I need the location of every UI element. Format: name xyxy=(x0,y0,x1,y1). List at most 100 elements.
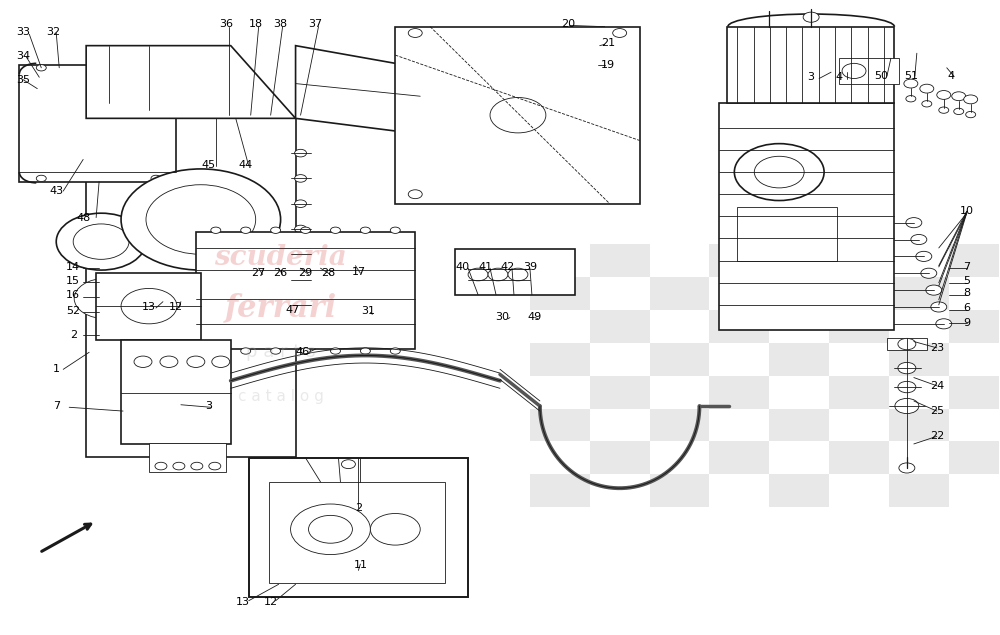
Circle shape xyxy=(341,460,355,469)
Circle shape xyxy=(295,149,307,157)
Text: 7: 7 xyxy=(53,401,60,411)
Text: 50: 50 xyxy=(874,71,888,81)
Text: 16: 16 xyxy=(66,290,80,300)
Text: 45: 45 xyxy=(202,159,216,170)
Circle shape xyxy=(939,107,949,113)
Circle shape xyxy=(952,92,966,101)
Polygon shape xyxy=(121,340,231,444)
Circle shape xyxy=(295,200,307,208)
Circle shape xyxy=(408,190,422,199)
Bar xyxy=(650,408,709,441)
Circle shape xyxy=(390,348,400,354)
Circle shape xyxy=(911,234,927,244)
Circle shape xyxy=(803,12,819,22)
Circle shape xyxy=(295,250,307,258)
Circle shape xyxy=(211,348,221,354)
Bar xyxy=(889,408,949,441)
Circle shape xyxy=(906,218,922,228)
Text: p a r t s: p a r t s xyxy=(246,344,315,361)
Circle shape xyxy=(191,462,203,470)
Circle shape xyxy=(916,251,932,262)
Circle shape xyxy=(613,29,627,37)
Polygon shape xyxy=(455,249,575,295)
Polygon shape xyxy=(727,27,894,102)
Circle shape xyxy=(904,79,918,88)
Bar xyxy=(769,408,829,441)
Text: 6: 6 xyxy=(963,303,970,313)
Circle shape xyxy=(134,356,152,368)
Circle shape xyxy=(295,301,307,309)
Text: 2: 2 xyxy=(355,504,362,514)
Text: 3: 3 xyxy=(808,72,815,83)
Bar xyxy=(889,343,949,376)
Bar xyxy=(530,474,590,507)
Text: 24: 24 xyxy=(930,381,944,391)
Polygon shape xyxy=(86,118,296,457)
Text: 49: 49 xyxy=(528,312,542,323)
Text: 9: 9 xyxy=(963,318,970,328)
Text: 20: 20 xyxy=(561,18,575,29)
Circle shape xyxy=(74,278,138,319)
Bar xyxy=(829,441,889,474)
Circle shape xyxy=(899,463,915,473)
Bar xyxy=(829,376,889,408)
Circle shape xyxy=(291,504,370,554)
Bar xyxy=(650,277,709,310)
Polygon shape xyxy=(196,232,415,349)
Bar xyxy=(949,376,1000,408)
Polygon shape xyxy=(149,443,226,472)
Text: 34: 34 xyxy=(16,51,30,61)
Text: 33: 33 xyxy=(16,27,30,37)
Bar xyxy=(769,277,829,310)
Text: c a t a l o g: c a t a l o g xyxy=(238,389,324,404)
Circle shape xyxy=(295,225,307,233)
Bar xyxy=(737,207,837,260)
Bar xyxy=(709,441,769,474)
Text: 2: 2 xyxy=(70,330,77,340)
Text: 51: 51 xyxy=(904,71,918,81)
Text: 4: 4 xyxy=(835,72,843,83)
Text: 29: 29 xyxy=(298,268,313,278)
Circle shape xyxy=(922,101,932,107)
Text: 40: 40 xyxy=(455,262,469,272)
Bar xyxy=(889,277,949,310)
Circle shape xyxy=(921,268,937,278)
Circle shape xyxy=(936,319,952,329)
Circle shape xyxy=(408,29,422,37)
Polygon shape xyxy=(887,338,927,351)
Bar xyxy=(590,376,650,408)
Bar xyxy=(949,441,1000,474)
Polygon shape xyxy=(296,46,420,134)
Circle shape xyxy=(36,65,46,71)
Circle shape xyxy=(301,227,311,234)
Text: 46: 46 xyxy=(295,347,310,358)
Text: 27: 27 xyxy=(252,268,266,278)
Text: 13: 13 xyxy=(236,597,250,607)
Circle shape xyxy=(490,98,546,133)
Circle shape xyxy=(56,213,146,270)
Bar xyxy=(530,408,590,441)
Polygon shape xyxy=(19,65,176,182)
Circle shape xyxy=(966,111,976,117)
Text: 30: 30 xyxy=(495,312,509,323)
Text: 13: 13 xyxy=(142,302,156,312)
Circle shape xyxy=(508,268,528,281)
Polygon shape xyxy=(96,273,201,340)
Circle shape xyxy=(155,462,167,470)
Text: 23: 23 xyxy=(930,343,944,353)
Text: 36: 36 xyxy=(219,18,233,29)
Text: 8: 8 xyxy=(963,288,970,298)
Bar xyxy=(650,343,709,376)
Polygon shape xyxy=(249,458,468,597)
Bar xyxy=(590,441,650,474)
Polygon shape xyxy=(719,102,894,330)
Circle shape xyxy=(920,84,934,93)
Circle shape xyxy=(898,382,916,392)
Circle shape xyxy=(488,268,508,281)
Circle shape xyxy=(301,348,311,354)
Text: 31: 31 xyxy=(361,306,375,316)
Text: 32: 32 xyxy=(46,27,60,37)
Circle shape xyxy=(295,276,307,283)
Circle shape xyxy=(151,65,161,71)
Circle shape xyxy=(146,185,256,254)
